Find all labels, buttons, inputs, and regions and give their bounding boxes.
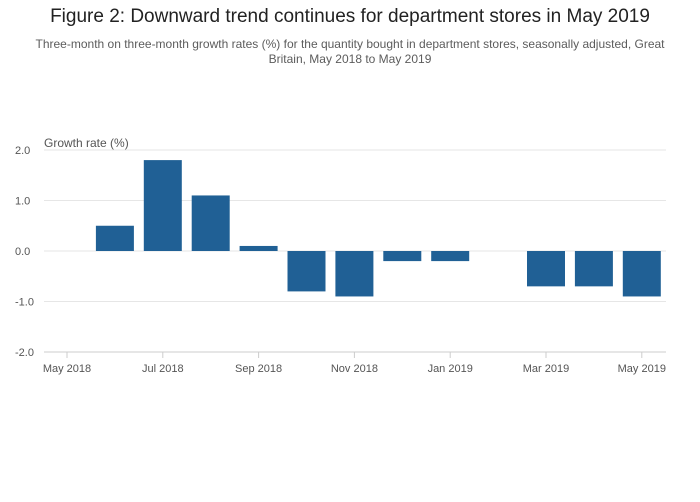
bar[interactable] bbox=[143, 160, 182, 251]
bar[interactable] bbox=[239, 245, 278, 251]
x-tick-label: May 2019 bbox=[618, 363, 666, 375]
x-tick-label: Jan 2019 bbox=[428, 363, 473, 375]
y-axis-ticks: -2.0 -1.0 0.0 1.0 2.0 bbox=[15, 145, 34, 359]
bars bbox=[95, 160, 661, 297]
x-tick-label: Jul 2018 bbox=[142, 363, 184, 375]
y-tick-label: 2.0 bbox=[15, 145, 30, 157]
bar[interactable] bbox=[622, 251, 661, 297]
x-tick-label: Mar 2019 bbox=[523, 363, 569, 375]
y-tick-label: -1.0 bbox=[15, 297, 34, 309]
y-tick-label: 1.0 bbox=[15, 196, 30, 208]
x-tick-label: Nov 2018 bbox=[331, 363, 378, 375]
bar[interactable] bbox=[95, 225, 134, 251]
chart-subtitle: Three-month on three-month growth rates … bbox=[35, 37, 665, 66]
bar[interactable] bbox=[574, 251, 613, 287]
bar[interactable] bbox=[383, 251, 422, 262]
bar[interactable] bbox=[335, 251, 374, 297]
bar[interactable] bbox=[431, 251, 470, 262]
y-axis-title: Growth rate (%) bbox=[44, 136, 129, 150]
y-tick-label: 0.0 bbox=[15, 246, 30, 258]
chart-title: Figure 2: Downward trend continues for d… bbox=[50, 6, 650, 27]
x-tick-label: May 2018 bbox=[43, 363, 91, 375]
x-axis-ticks: May 2018 Jul 2018 Sep 2018 Nov 2018 Jan 2019… bbox=[43, 352, 666, 375]
y-tick-label: -2.0 bbox=[15, 347, 34, 359]
bar[interactable] bbox=[287, 251, 326, 292]
x-tick-label: Sep 2018 bbox=[235, 363, 282, 375]
bar[interactable] bbox=[191, 195, 230, 251]
bar[interactable] bbox=[527, 251, 565, 287]
